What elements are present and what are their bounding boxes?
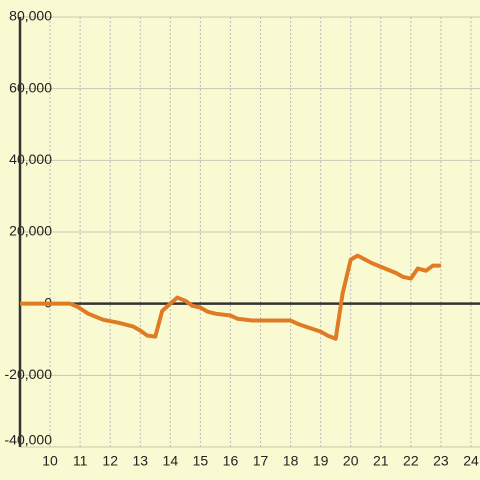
x-tick-label: 23 xyxy=(433,453,449,469)
y-tick-label: 80,000 xyxy=(9,8,52,24)
x-tick-label: 17 xyxy=(253,453,269,469)
x-tick-label: 10 xyxy=(42,453,58,469)
x-tick-label: 18 xyxy=(283,453,299,469)
line xyxy=(20,253,441,341)
x-tick-label: 19 xyxy=(313,453,329,469)
x-tick-label: 12 xyxy=(102,453,118,469)
x-tick-label: 13 xyxy=(132,453,148,469)
x-tick-label: 20 xyxy=(343,453,359,469)
x-tick-label: 15 xyxy=(193,453,209,469)
y-tick-label: 20,000 xyxy=(9,223,52,239)
y-tick-label: 40,000 xyxy=(9,151,52,167)
x-tick-label: 21 xyxy=(373,453,389,469)
y-tick-label: -40,000 xyxy=(5,432,53,448)
y-tick-label: 60,000 xyxy=(9,79,52,95)
x-tick-label: 14 xyxy=(163,453,179,469)
x-tick-label: 16 xyxy=(223,453,239,469)
x-tick-label: 24 xyxy=(463,453,479,469)
y-tick-label: -20,000 xyxy=(5,366,53,382)
x-tick-label: 11 xyxy=(73,453,88,469)
x-tick-label: 22 xyxy=(403,453,419,469)
